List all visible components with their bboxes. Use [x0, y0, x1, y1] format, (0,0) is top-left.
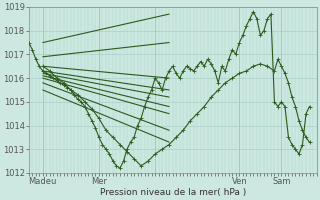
X-axis label: Pression niveau de la mer( hPa ): Pression niveau de la mer( hPa )	[100, 188, 246, 197]
